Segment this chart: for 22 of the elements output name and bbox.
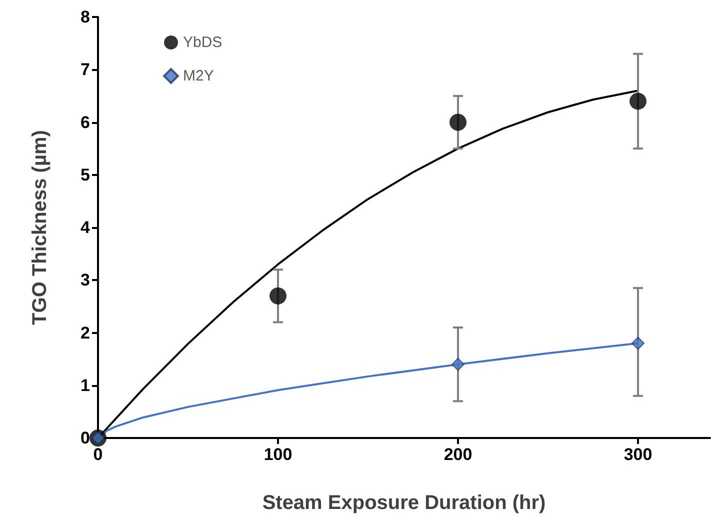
y-tick-label: 7 (80, 60, 90, 80)
legend-label: M2Y (183, 68, 214, 84)
y-tick-label: 4 (80, 218, 91, 237)
legend-label: YbDS (183, 34, 222, 51)
y-tick-label: 5 (80, 165, 90, 184)
y-tick-label: 0 (80, 428, 90, 448)
y-tick-label: 6 (80, 112, 90, 132)
x-tick-label: 300 (624, 445, 652, 464)
x-tick-label: 200 (444, 445, 472, 464)
y-tick-label: 8 (80, 8, 90, 26)
point (632, 336, 644, 350)
y-axis-title: TGO Thickness (µm) (29, 130, 51, 325)
point (270, 287, 286, 304)
point (630, 92, 646, 110)
y-tick-label: 3 (80, 270, 90, 290)
y-tick-label: 1 (80, 376, 90, 395)
y-tick-label: 2 (80, 323, 90, 342)
x-tick-label: 0 (93, 445, 103, 464)
point (452, 358, 464, 371)
point (450, 114, 466, 131)
x-tick-label: 100 (264, 445, 292, 464)
x-axis-title: Steam Exposure Duration (hr) (262, 492, 546, 514)
